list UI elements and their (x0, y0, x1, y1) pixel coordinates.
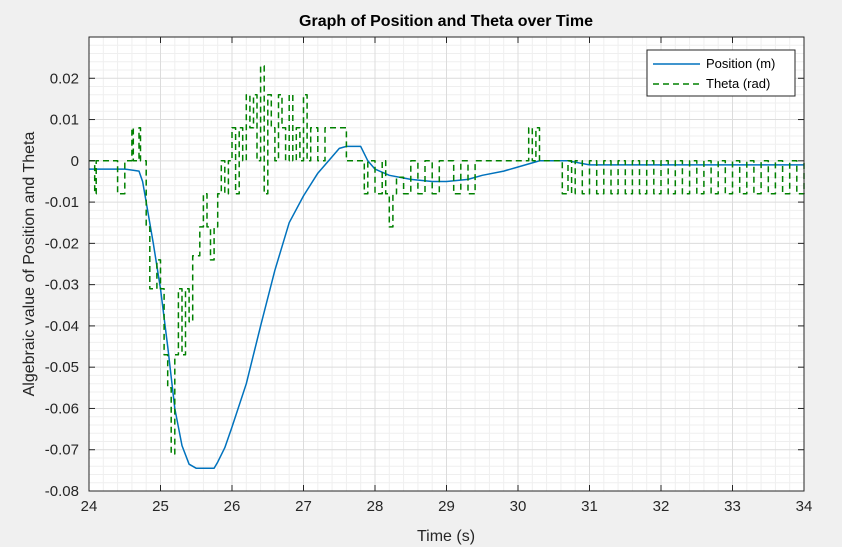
axis-ticks (88, 37, 805, 492)
x-tick-label: 24 (81, 498, 98, 515)
series-line-position (89, 145, 804, 470)
legend-box (646, 49, 796, 97)
y-tick-label: -0.07 (45, 442, 79, 459)
y-tick-label: 0 (71, 153, 79, 170)
y-tick-label: 0.02 (50, 70, 79, 87)
series-line-theta (89, 65, 805, 455)
x-tick-labels: 24 25 26 27 28 29 30 31 32 33 34 (81, 498, 813, 515)
legend-label-position: Position (m) (706, 56, 775, 71)
legend-label-theta: Theta (rad) (706, 76, 770, 91)
x-tick-label: 26 (224, 498, 241, 515)
x-axis-label: Time (s) (417, 528, 475, 545)
y-tick-label: -0.08 (45, 483, 79, 500)
x-tick-label: 27 (295, 498, 312, 515)
series-layer (89, 65, 805, 470)
x-tick-label: 25 (152, 498, 169, 515)
y-tick-label: -0.01 (45, 194, 79, 211)
y-tick-label: -0.06 (45, 400, 79, 417)
y-tick-label: -0.02 (45, 235, 79, 252)
y-tick-labels: -0.08 -0.07 -0.06 -0.05 -0.04 -0.03 -0.02 -0.01… (45, 70, 79, 500)
x-tick-label: 29 (438, 498, 455, 515)
x-tick-label: 28 (367, 498, 384, 515)
x-tick-label: 33 (724, 498, 741, 515)
y-tick-label: -0.05 (45, 359, 79, 376)
x-tick-label: 34 (796, 498, 813, 515)
major-grid (89, 37, 804, 491)
y-tick-label: -0.03 (45, 277, 79, 294)
y-tick-label: -0.04 (45, 318, 79, 335)
legend: Position (m) Theta (rad) (646, 49, 796, 97)
x-tick-label: 30 (510, 498, 527, 515)
x-tick-label: 31 (581, 498, 598, 515)
x-tick-label: 32 (653, 498, 670, 515)
y-axis-label: Algebraic value of Position and Theta (21, 132, 38, 397)
chart-title: Graph of Position and Theta over Time (299, 13, 593, 30)
y-tick-label: 0.01 (50, 112, 79, 129)
